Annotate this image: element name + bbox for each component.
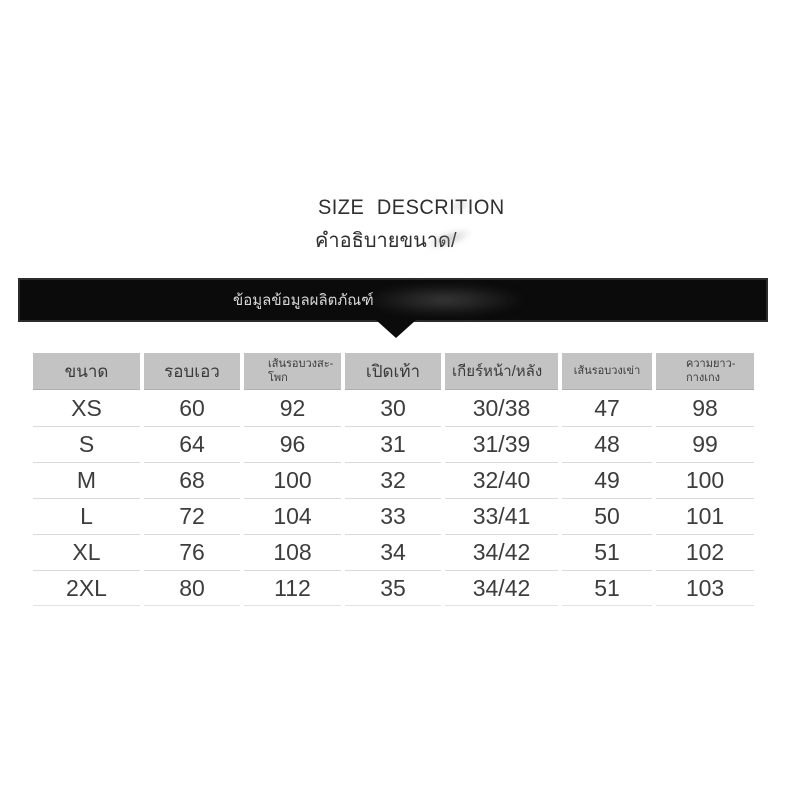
cell-rise: 30/38: [445, 390, 558, 426]
column-header-length: ความยาว- กางเกง: [656, 353, 754, 390]
cell-length: 98: [656, 390, 754, 426]
cell-length: 103: [656, 570, 754, 606]
column-header-front-back-rise: เกียร์หน้า/หลัง: [445, 353, 558, 390]
cell-knee: 49: [562, 462, 652, 498]
cell-rise: 34/42: [445, 570, 558, 606]
table-row-2xl: 2XL 80 112 35 34/42 51 103: [33, 570, 754, 606]
cell-hip: 112: [244, 570, 341, 606]
product-info-banner: ข้อมูลข้อมูลผลิตภัณฑ์: [18, 278, 768, 322]
cell-length: 101: [656, 498, 754, 534]
cell-rise: 32/40: [445, 462, 558, 498]
column-header-size: ขนาด: [33, 353, 140, 390]
cell-leg-opening: 32: [345, 462, 441, 498]
table-row-xl: XL 76 108 34 34/42 51 102: [33, 534, 754, 570]
cell-leg-opening: 30: [345, 390, 441, 426]
cell-waist: 60: [144, 390, 240, 426]
cell-size: XS: [33, 390, 140, 426]
cell-hip: 92: [244, 390, 341, 426]
cell-size: M: [33, 462, 140, 498]
page-subtitle-thai: คำอธิบายขนาด/: [315, 230, 457, 252]
arrow-down-icon: [376, 320, 416, 338]
table-row-m: M 68 100 32 32/40 49 100: [33, 462, 754, 498]
cell-waist: 80: [144, 570, 240, 606]
cell-rise: 33/41: [445, 498, 558, 534]
cell-length: 102: [656, 534, 754, 570]
cell-hip: 96: [244, 426, 341, 462]
cell-knee: 48: [562, 426, 652, 462]
cell-rise: 34/42: [445, 534, 558, 570]
cell-leg-opening: 35: [345, 570, 441, 606]
cell-size: XL: [33, 534, 140, 570]
watermark-smudge: [365, 284, 525, 316]
column-header-waist: รอบเอว: [144, 353, 240, 390]
cell-size: S: [33, 426, 140, 462]
cell-hip: 104: [244, 498, 341, 534]
column-header-hip: เส้นรอบวงสะ- โพก: [244, 353, 341, 390]
cell-knee: 51: [562, 570, 652, 606]
column-header-leg-opening: เปิดเท้า: [345, 353, 441, 390]
cell-rise: 31/39: [445, 426, 558, 462]
size-table: ขนาด รอบเอว เส้นรอบวงสะ- โพก เปิดเท้า เก…: [33, 353, 754, 606]
table-header-row: ขนาด รอบเอว เส้นรอบวงสะ- โพก เปิดเท้า เก…: [33, 353, 754, 390]
cell-knee: 47: [562, 390, 652, 426]
page-title: SIZE DESCRITION: [318, 196, 505, 219]
cell-waist: 72: [144, 498, 240, 534]
banner-label: ข้อมูลข้อมูลผลิตภัณฑ์: [233, 292, 374, 309]
cell-hip: 100: [244, 462, 341, 498]
column-header-knee: เส้นรอบวงเข่า: [562, 353, 652, 390]
cell-waist: 64: [144, 426, 240, 462]
cell-leg-opening: 33: [345, 498, 441, 534]
cell-leg-opening: 31: [345, 426, 441, 462]
cell-waist: 76: [144, 534, 240, 570]
table-row-s: S 64 96 31 31/39 48 99: [33, 426, 754, 462]
table-row-xs: XS 60 92 30 30/38 47 98: [33, 390, 754, 426]
cell-knee: 50: [562, 498, 652, 534]
cell-size: 2XL: [33, 570, 140, 606]
cell-hip: 108: [244, 534, 341, 570]
table-row-l: L 72 104 33 33/41 50 101: [33, 498, 754, 534]
cell-size: L: [33, 498, 140, 534]
cell-waist: 68: [144, 462, 240, 498]
cell-length: 99: [656, 426, 754, 462]
cell-knee: 51: [562, 534, 652, 570]
cell-length: 100: [656, 462, 754, 498]
cell-leg-opening: 34: [345, 534, 441, 570]
